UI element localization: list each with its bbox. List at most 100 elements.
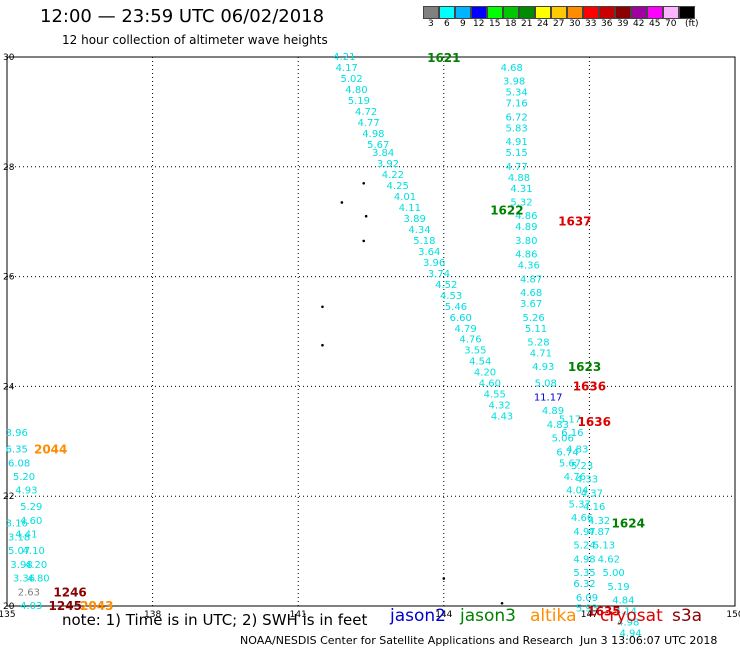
swh-value: 5.19	[348, 96, 370, 107]
swh-value: 3.64	[418, 247, 440, 258]
swh-value: 4.21	[333, 52, 355, 63]
swh-value: 4.03	[20, 601, 42, 612]
swh-value: 4.80	[27, 574, 49, 585]
credit-timestamp: Jun 3 13:06:07 UTC 2018	[580, 634, 718, 647]
swh-value: 4.41	[15, 530, 37, 541]
swh-value: 4.77	[505, 162, 527, 173]
swh-value: 4.60	[479, 379, 501, 390]
legend-swatch	[535, 6, 551, 19]
lon-tick-label: 144	[435, 610, 452, 620]
swh-value: 3.18	[8, 532, 30, 543]
swh-value: 4.86	[515, 250, 537, 261]
swh-value: 4.72	[355, 107, 377, 118]
swh-value: 4.89	[515, 222, 537, 233]
swh-value: 4.54	[469, 357, 491, 368]
legend-labels: 3 6 9 12 15 18 21 24 27 30 33 36 39 42 45 70 (ft)	[423, 19, 699, 33]
pass-time-label: 1635	[587, 604, 620, 618]
swh-value: 4.16	[583, 502, 605, 513]
legend-label: 27	[553, 19, 565, 29]
legend-swatch	[439, 6, 455, 19]
swh-value: 4.25	[387, 181, 409, 192]
legend-label: 70	[665, 19, 677, 29]
wave-height-legend: 3 6 9 12 15 18 21 24 27 30 33 36 39 42 45 70 (ft)	[423, 6, 699, 33]
satellite-legend-altika: altika	[530, 606, 577, 626]
swh-value: 5.17	[559, 414, 581, 425]
lat-tick-label: 30	[3, 53, 15, 63]
swh-value: 4.22	[382, 170, 404, 181]
swh-value: 4.36	[518, 261, 540, 272]
pass-time-label: 1624	[612, 517, 645, 531]
swh-value: 5.08	[535, 379, 557, 390]
legend-label: 24	[537, 19, 549, 29]
legend-label: 21	[521, 19, 533, 29]
swh-value: 4.79	[455, 324, 477, 335]
swh-value: 3.84	[372, 148, 394, 159]
swh-value: 4.77	[357, 118, 379, 129]
swh-value: 5.29	[20, 502, 42, 513]
swh-value: 3.98	[10, 560, 32, 571]
credit-text: NOAA/NESDIS Center for Satellite Applica…	[240, 634, 574, 647]
swh-value: 4.52	[435, 280, 457, 291]
pass-time-label: 1621	[427, 51, 460, 65]
swh-value: 5.13	[593, 541, 615, 552]
lon-tick-label: 147	[581, 610, 598, 620]
swh-value: 5.11	[525, 324, 547, 335]
swh-value: 5.26	[522, 313, 544, 324]
swh-value: 3.16	[6, 519, 28, 530]
swh-value: 3.74	[428, 269, 450, 280]
swh-value: 3.36	[13, 574, 35, 585]
swh-value: 4.11	[399, 203, 421, 214]
swh-value: 3.89	[404, 214, 426, 225]
pass-time-label: 1245	[49, 599, 82, 613]
swh-value: 4.43	[491, 412, 513, 423]
swh-value: 6.09	[576, 593, 598, 604]
island-dot	[364, 214, 368, 218]
swh-value: 4.83	[566, 445, 588, 456]
swh-value: 4.66	[571, 513, 593, 524]
pass-time-label: 1623	[568, 360, 601, 374]
axis-tick-labels: 135 138 141 144 147 150 20 22 24 26 28 30	[0, 53, 740, 620]
swh-value: 4.20	[25, 560, 47, 571]
swh-value: 4.20	[474, 368, 496, 379]
satellite-legend-jason3: jason3	[460, 606, 516, 626]
swh-value: 5.02	[340, 74, 362, 85]
swh-value: 4.32	[588, 516, 610, 527]
swh-value: 4.34	[408, 225, 430, 236]
swh-value: 5.67	[367, 140, 389, 151]
legend-label: 6	[444, 19, 450, 29]
pass-time-label: 1637	[558, 215, 591, 229]
swh-value: 5.00	[603, 568, 625, 579]
swh-value: 5.46	[445, 302, 467, 313]
legend-swatch	[455, 6, 471, 19]
legend-label: 18	[505, 19, 517, 29]
page-subtitle: 12 hour collection of altimeter wave hei…	[62, 33, 328, 47]
pass-time-label: 1636	[573, 379, 606, 393]
lon-tick-label: 138	[144, 610, 161, 620]
swh-value: 5.67	[559, 458, 581, 469]
legend-label: 33	[585, 19, 597, 29]
island-dot	[500, 601, 504, 605]
pass-time-label: 1246	[53, 585, 86, 599]
swh-values: 4.214.175.024.805.194.724.774.985.673.84…	[6, 52, 642, 639]
island-dot	[362, 181, 366, 185]
swh-value: 4.97	[573, 527, 595, 538]
swh-value: 6.60	[450, 313, 472, 324]
swh-value: 4.83	[547, 420, 569, 431]
legend-label: 30	[569, 19, 581, 29]
map-grid	[6, 56, 736, 607]
swh-value: 5.15	[505, 148, 527, 159]
swh-value: 4.33	[576, 475, 598, 486]
swh-value: 5.24	[573, 541, 595, 552]
swh-value: 5.18	[413, 236, 435, 247]
legend-label: 15	[489, 19, 501, 29]
swh-value: 5.37	[569, 499, 591, 510]
swh-value: 3.55	[464, 346, 486, 357]
swh-value: 3.96	[6, 428, 28, 439]
swh-value: 5.83	[505, 123, 527, 134]
swh-value: 3.80	[515, 236, 537, 247]
legend-unit: (ft)	[685, 19, 699, 29]
island-dot	[321, 343, 324, 347]
pass-time-label: 1636	[578, 415, 611, 429]
swh-value: 5.32	[510, 197, 532, 208]
